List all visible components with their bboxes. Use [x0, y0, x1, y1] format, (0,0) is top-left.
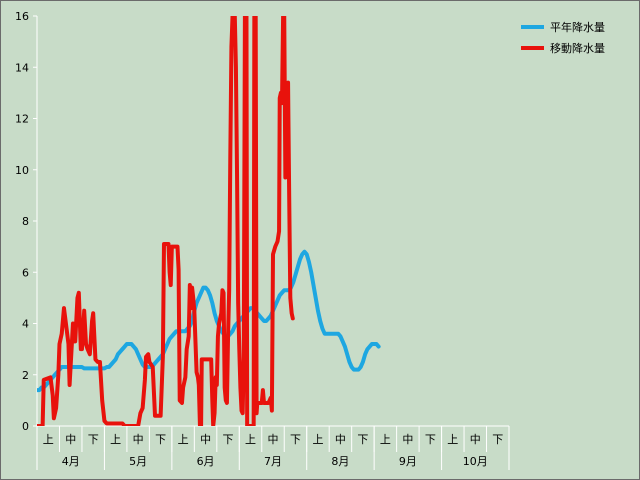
- series-line-moving: [37, 16, 295, 426]
- x-tick-label-decade: 中: [65, 433, 76, 446]
- x-tick-label-month: 10月: [463, 455, 488, 468]
- legend-label: 平年降水量: [550, 20, 605, 34]
- x-tick-label-decade: 中: [200, 433, 211, 446]
- x-tick-label-decade: 下: [223, 433, 234, 446]
- x-tick-label-decade: 上: [312, 433, 323, 446]
- x-tick-label-decade: 下: [290, 433, 301, 446]
- y-tick-label: 10: [15, 164, 29, 177]
- x-tick-label-decade: 上: [43, 433, 54, 446]
- y-tick-label: 0: [22, 420, 29, 433]
- y-tick-label: 4: [22, 318, 29, 331]
- y-tick-label: 14: [15, 61, 29, 74]
- x-tick-label-decade: 中: [470, 433, 481, 446]
- x-tick-label-month: 7月: [264, 455, 282, 468]
- x-tick-label-decade: 下: [88, 433, 99, 446]
- y-tick-label: 6: [22, 266, 29, 279]
- x-tick-label-month: 9月: [399, 455, 417, 468]
- y-tick-label: 16: [15, 10, 29, 23]
- x-tick-label-decade: 中: [335, 433, 346, 446]
- y-tick-label: 2: [22, 369, 29, 382]
- x-tick-label-decade: 上: [245, 433, 256, 446]
- x-tick-label-month: 5月: [129, 455, 147, 468]
- x-tick-label-decade: 中: [402, 433, 413, 446]
- x-tick-label-decade: 中: [268, 433, 279, 446]
- x-tick-label-decade: 上: [447, 433, 458, 446]
- x-tick-label-decade: 中: [133, 433, 144, 446]
- x-tick-label-decade: 上: [110, 433, 121, 446]
- x-tick-label-month: 8月: [331, 455, 349, 468]
- x-tick-label-month: 4月: [62, 455, 80, 468]
- series-line-normal: [37, 249, 381, 393]
- x-tick-label-month: 6月: [197, 455, 215, 468]
- x-tick-label-decade: 下: [425, 433, 436, 446]
- x-tick-label-decade: 下: [492, 433, 503, 446]
- y-tick-label: 8: [22, 215, 29, 228]
- x-tick-label-decade: 上: [380, 433, 391, 446]
- x-tick-label-decade: 下: [357, 433, 368, 446]
- x-tick-label-decade: 上: [178, 433, 189, 446]
- x-tick-label-decade: 下: [155, 433, 166, 446]
- legend-label: 移動降水量: [550, 41, 605, 55]
- y-tick-label: 12: [15, 113, 29, 126]
